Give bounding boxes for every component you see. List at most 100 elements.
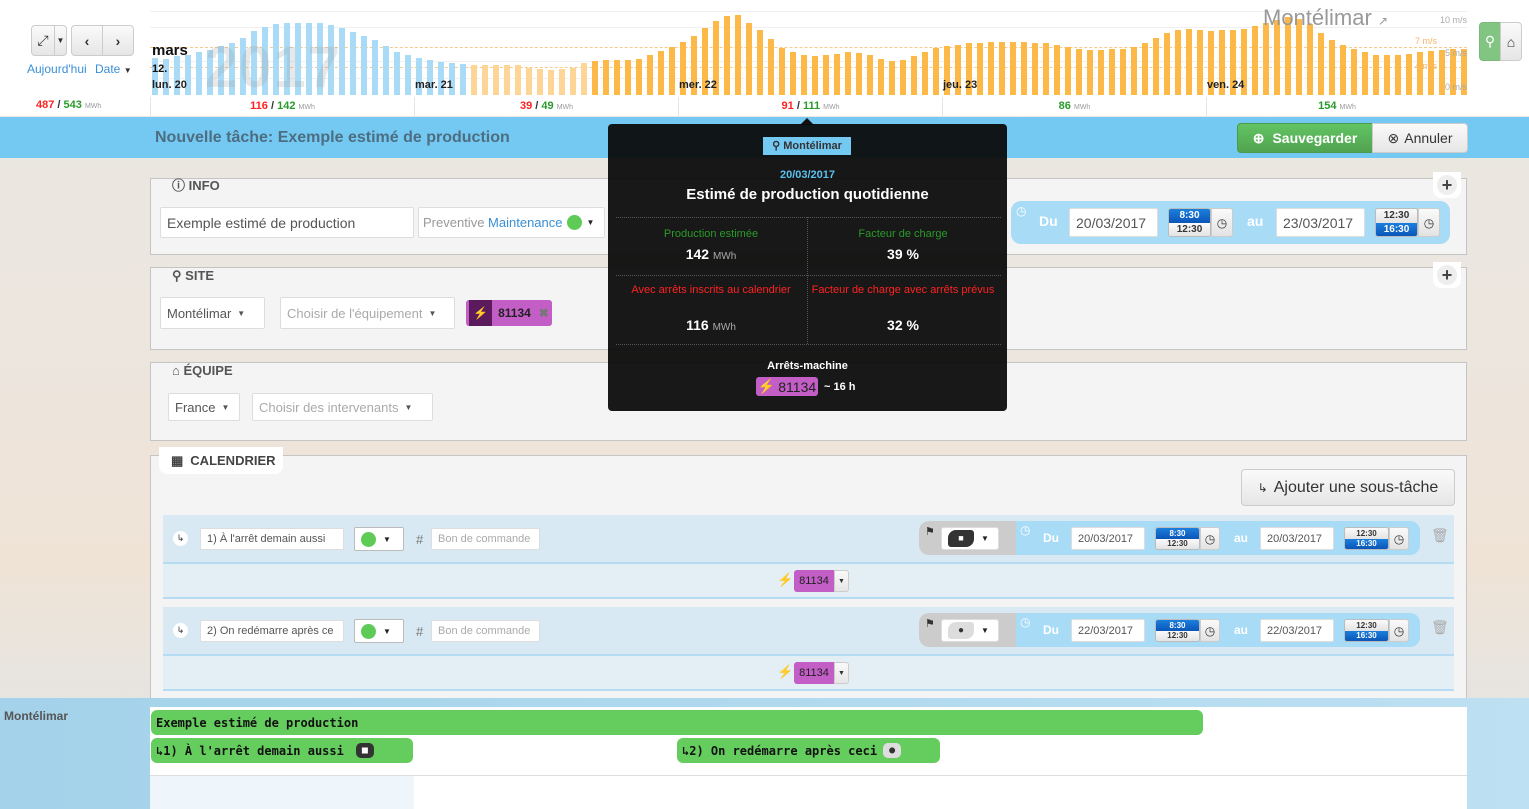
wind-bar[interactable] bbox=[779, 47, 785, 95]
wind-bar[interactable] bbox=[790, 51, 796, 95]
wind-bar[interactable] bbox=[1406, 53, 1412, 95]
expand-button[interactable]: ⤢ bbox=[31, 25, 55, 56]
add-info-button[interactable]: + bbox=[1433, 172, 1461, 198]
subtask-status-select[interactable]: ● ▼ bbox=[941, 619, 999, 642]
to-clock-button[interactable]: ◷ bbox=[1389, 619, 1409, 642]
wind-bar[interactable] bbox=[922, 51, 928, 95]
to-date-input[interactable]: 23/03/2017 bbox=[1276, 208, 1365, 237]
to-date-input[interactable]: 22/03/2017 bbox=[1260, 619, 1334, 642]
wind-bar[interactable] bbox=[1439, 50, 1445, 95]
subtask-color-select[interactable]: ▼ bbox=[354, 527, 404, 551]
wind-bar[interactable] bbox=[1098, 50, 1104, 95]
wind-bar[interactable] bbox=[1351, 49, 1357, 95]
wind-bar[interactable] bbox=[878, 59, 884, 95]
wind-bar[interactable] bbox=[1307, 23, 1313, 95]
wind-bar[interactable] bbox=[1395, 54, 1401, 95]
wind-bar[interactable] bbox=[416, 57, 422, 95]
to-date-input[interactable]: 20/03/2017 bbox=[1260, 527, 1334, 550]
subtask-status-select[interactable]: ■ ▼ bbox=[941, 527, 999, 550]
wind-bar[interactable] bbox=[295, 22, 301, 95]
prev-button[interactable]: ‹ bbox=[71, 25, 103, 56]
wind-bar[interactable] bbox=[1164, 32, 1170, 95]
wind-bar[interactable] bbox=[1417, 51, 1423, 95]
wind-bar[interactable] bbox=[306, 22, 312, 95]
wind-bar[interactable] bbox=[933, 47, 939, 95]
expand-dropdown[interactable]: ▼ bbox=[54, 25, 67, 56]
wind-bar[interactable] bbox=[669, 47, 675, 95]
wind-bar[interactable] bbox=[449, 63, 455, 95]
wind-bar[interactable] bbox=[482, 64, 488, 95]
wind-bar[interactable] bbox=[1318, 32, 1324, 95]
wind-bar[interactable] bbox=[812, 56, 818, 95]
wind-bar[interactable] bbox=[229, 43, 235, 95]
wind-bar[interactable] bbox=[867, 55, 873, 95]
add-subtask-button[interactable]: ↳ Ajouter une sous-tâche bbox=[1241, 469, 1455, 506]
wind-bar[interactable] bbox=[1230, 30, 1236, 95]
wind-bar[interactable] bbox=[1054, 44, 1060, 95]
wind-bar[interactable] bbox=[1285, 17, 1291, 95]
next-button[interactable]: › bbox=[102, 25, 134, 56]
wind-bar[interactable] bbox=[438, 62, 444, 95]
date-dropdown[interactable]: Date ▼ bbox=[95, 62, 132, 76]
timeline-subtask-bar[interactable]: ↳1) À l'arrêt demain aussi ■ bbox=[151, 738, 413, 763]
wind-bar[interactable] bbox=[1296, 19, 1302, 95]
people-select[interactable]: Choisir des intervenants ▼ bbox=[252, 393, 433, 421]
wind-bar[interactable] bbox=[1109, 49, 1115, 95]
wind-bar[interactable] bbox=[1021, 41, 1027, 95]
wind-bar[interactable] bbox=[185, 54, 191, 95]
wind-bar[interactable] bbox=[383, 46, 389, 95]
wind-bar[interactable] bbox=[548, 69, 554, 95]
wind-bar[interactable] bbox=[218, 46, 224, 95]
wind-bar[interactable] bbox=[196, 51, 202, 95]
wind-bar[interactable] bbox=[691, 35, 697, 95]
country-select[interactable]: France ▼ bbox=[168, 393, 240, 421]
wind-bar[interactable] bbox=[284, 22, 290, 95]
from-date-input[interactable]: 20/03/2017 bbox=[1069, 208, 1158, 237]
wind-bar[interactable] bbox=[625, 60, 631, 95]
wind-bar[interactable] bbox=[174, 56, 180, 95]
equipment-dropdown[interactable]: ▼ bbox=[834, 662, 849, 684]
today-link[interactable]: Aujourd'hui bbox=[27, 62, 87, 76]
wind-bar[interactable] bbox=[680, 41, 686, 95]
wind-bar[interactable] bbox=[702, 28, 708, 95]
from-date-input[interactable]: 22/03/2017 bbox=[1071, 619, 1145, 642]
wind-bar[interactable] bbox=[471, 64, 477, 95]
daily-production[interactable]: 116 / 142 MWh bbox=[150, 97, 414, 116]
wind-bar[interactable] bbox=[900, 60, 906, 95]
wind-bar[interactable] bbox=[1340, 44, 1346, 95]
subtask-name-input[interactable]: 1) À l'arrêt demain aussi bbox=[200, 528, 344, 550]
wind-bar[interactable] bbox=[999, 41, 1005, 95]
map-view-button[interactable]: ⚲ bbox=[1479, 22, 1501, 61]
daily-production[interactable]: 86 MWh bbox=[942, 97, 1206, 116]
wind-bar[interactable] bbox=[592, 60, 598, 95]
wind-bar[interactable] bbox=[1208, 31, 1214, 95]
daily-production[interactable]: 39 / 49 MWh bbox=[414, 97, 678, 116]
wind-bar[interactable] bbox=[603, 60, 609, 95]
wind-bar[interactable] bbox=[889, 60, 895, 95]
timeline-subtask-bar[interactable]: ↳2) On redémarre après ceci ● bbox=[677, 738, 940, 763]
wind-bar[interactable] bbox=[1065, 47, 1071, 95]
subtask-name-input[interactable]: 2) On redémarre après ce bbox=[200, 620, 344, 642]
wind-bar[interactable] bbox=[405, 54, 411, 95]
home-button[interactable]: ⌂ bbox=[1500, 22, 1522, 61]
site-title[interactable]: Montélimar ↗ bbox=[1263, 5, 1388, 30]
wind-bar[interactable] bbox=[1263, 22, 1269, 95]
wind-bar[interactable] bbox=[1032, 42, 1038, 95]
from-clock-button[interactable]: ◷ bbox=[1200, 619, 1220, 642]
wind-bar[interactable] bbox=[152, 57, 158, 95]
to-time-select[interactable]: 12:30 16:30 bbox=[1344, 527, 1389, 550]
save-button[interactable]: ⊕ Sauvegarder bbox=[1237, 123, 1373, 153]
wind-bar[interactable] bbox=[339, 28, 345, 95]
wind-bar[interactable] bbox=[944, 46, 950, 95]
wind-bar[interactable] bbox=[240, 38, 246, 95]
wind-bar[interactable] bbox=[1329, 39, 1335, 95]
wind-bar[interactable] bbox=[757, 30, 763, 95]
equipment-tag[interactable]: 81134 bbox=[794, 662, 834, 684]
wind-bar[interactable] bbox=[1219, 29, 1225, 95]
wind-bar[interactable] bbox=[955, 44, 961, 95]
wind-bar[interactable] bbox=[977, 42, 983, 95]
wind-bar[interactable] bbox=[724, 15, 730, 95]
wind-bar[interactable] bbox=[328, 25, 334, 95]
from-time-select[interactable]: 8:30 12:30 bbox=[1155, 619, 1200, 642]
trash-icon[interactable]: 🗑 bbox=[1431, 619, 1449, 635]
